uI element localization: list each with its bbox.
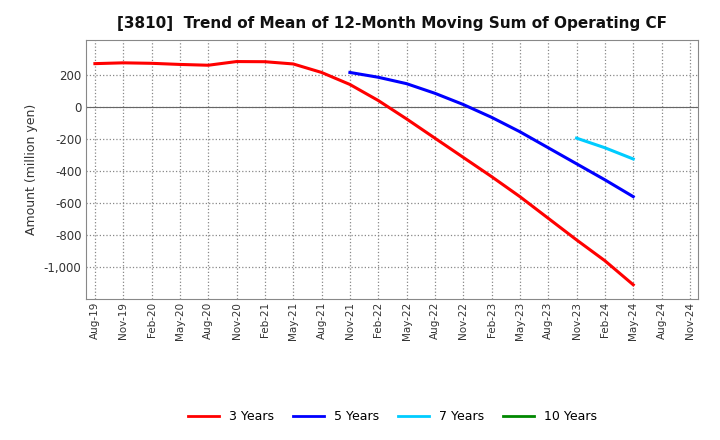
Y-axis label: Amount (million yen): Amount (million yen) (25, 104, 38, 235)
Title: [3810]  Trend of Mean of 12-Month Moving Sum of Operating CF: [3810] Trend of Mean of 12-Month Moving … (117, 16, 667, 32)
Legend: 3 Years, 5 Years, 7 Years, 10 Years: 3 Years, 5 Years, 7 Years, 10 Years (183, 405, 602, 428)
